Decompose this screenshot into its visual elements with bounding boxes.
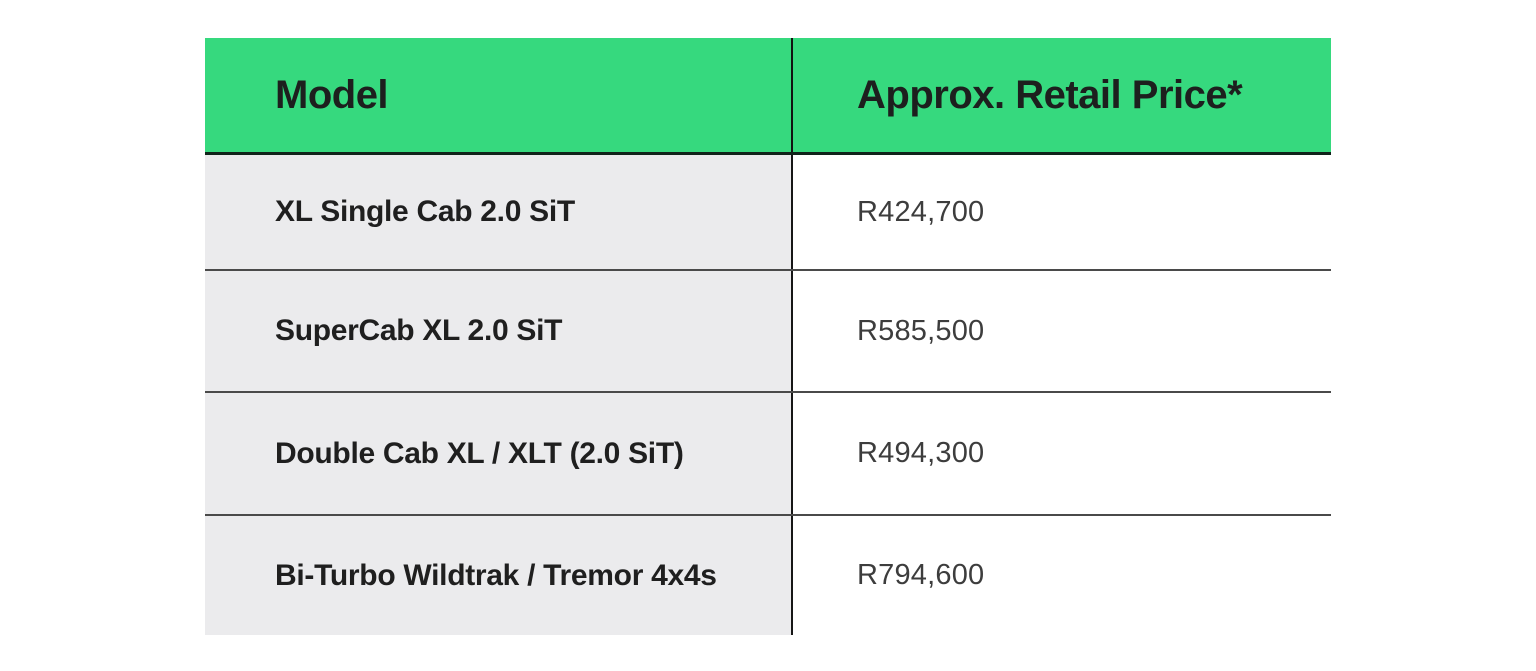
price-cell: R585,500 — [793, 271, 1331, 391]
pricing-table: Model Approx. Retail Price* XL Single Ca… — [205, 38, 1331, 635]
model-cell: SuperCab XL 2.0 SiT — [205, 271, 793, 391]
price-value: R494,300 — [857, 437, 985, 469]
table-header-row: Model Approx. Retail Price* — [205, 38, 1331, 155]
price-value: R794,600 — [857, 559, 985, 591]
price-value: R424,700 — [857, 195, 985, 228]
model-cell: Double Cab XL / XLT (2.0 SiT) — [205, 393, 793, 514]
price-cell: R494,300 — [793, 393, 1331, 514]
column-header-price: Approx. Retail Price* — [857, 72, 1243, 117]
model-name: SuperCab XL 2.0 SiT — [275, 314, 563, 347]
price-cell: R794,600 — [793, 516, 1331, 635]
table-row: Double Cab XL / XLT (2.0 SiT) R494,300 — [205, 393, 1331, 516]
table-row: XL Single Cab 2.0 SiT R424,700 — [205, 155, 1331, 271]
table-row: SuperCab XL 2.0 SiT R585,500 — [205, 271, 1331, 393]
header-cell-model: Model — [205, 38, 793, 152]
model-name: Bi-Turbo Wildtrak / Tremor 4x4s — [275, 558, 717, 592]
price-cell: R424,700 — [793, 155, 1331, 269]
model-cell: XL Single Cab 2.0 SiT — [205, 155, 793, 269]
price-value: R585,500 — [857, 314, 985, 347]
column-header-model: Model — [275, 72, 389, 117]
model-name: XL Single Cab 2.0 SiT — [275, 195, 575, 228]
header-cell-price: Approx. Retail Price* — [793, 38, 1331, 152]
table-row: Bi-Turbo Wildtrak / Tremor 4x4s R794,600 — [205, 516, 1331, 635]
model-name: Double Cab XL / XLT (2.0 SiT) — [275, 436, 684, 470]
model-cell: Bi-Turbo Wildtrak / Tremor 4x4s — [205, 516, 793, 635]
